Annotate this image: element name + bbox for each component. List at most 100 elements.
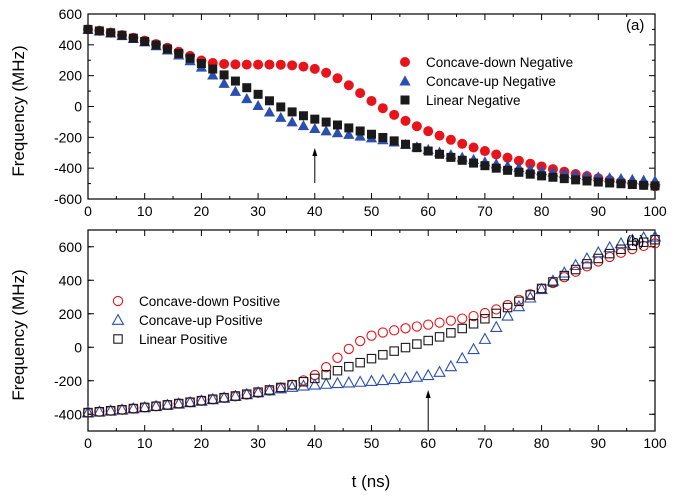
data-point — [535, 282, 548, 295]
data-point — [605, 178, 615, 188]
data-point — [308, 378, 322, 390]
x-tick-label: 100 — [643, 435, 667, 451]
y-tick-label: -600 — [54, 191, 82, 207]
data-point — [274, 381, 288, 394]
data-point — [571, 175, 581, 185]
panel-b-frame — [87, 229, 656, 432]
legend-label: Concave-down Negative — [426, 55, 573, 70]
data-point — [321, 369, 331, 380]
data-point — [355, 357, 365, 368]
data-point — [433, 365, 446, 377]
data-point — [650, 181, 660, 191]
panel-a-plot: 0 10 20 30 40 50 60 70 80 90 100 -600 -400 -200 0 200 40… — [54, 6, 667, 219]
data-point — [263, 383, 276, 396]
data-point — [389, 325, 400, 336]
data-point — [480, 314, 490, 324]
data-point — [548, 172, 558, 182]
data-point — [83, 407, 93, 418]
data-point — [117, 30, 127, 40]
data-point — [457, 155, 467, 165]
data-point — [491, 308, 501, 319]
data-point — [332, 73, 343, 84]
arrow-head — [312, 148, 318, 156]
data-point — [412, 339, 422, 349]
data-point — [514, 296, 524, 307]
data-point — [151, 401, 161, 411]
data-point — [298, 111, 308, 121]
x-tick-label: 0 — [84, 203, 92, 219]
data-point — [196, 395, 207, 406]
data-point — [366, 353, 377, 364]
data-point — [378, 350, 388, 360]
data-point — [593, 177, 603, 187]
data-point — [570, 266, 581, 277]
panel-a: 0 10 20 30 40 50 60 70 80 90 100 -600 -400 -200 0 200 40… — [54, 6, 667, 219]
data-point — [377, 103, 388, 114]
data-point — [365, 374, 378, 386]
data-point — [604, 248, 615, 259]
data-point — [423, 335, 433, 346]
y-tick-label: -200 — [54, 373, 82, 389]
data-point — [525, 290, 536, 300]
data-point — [106, 28, 116, 38]
legend-marker — [111, 313, 125, 325]
data-point — [83, 24, 93, 34]
panel-a-x-ticks: 0 10 20 30 40 50 60 70 80 90 100 — [84, 14, 667, 219]
y-tick-label: -200 — [54, 129, 82, 145]
data-point — [423, 126, 434, 137]
x-tick-label: 100 — [643, 203, 667, 219]
data-point — [253, 89, 263, 99]
panel-a-y-axis-label: Frequency (MHz) — [9, 45, 28, 176]
x-tick-label: 60 — [420, 203, 436, 219]
data-point — [264, 59, 275, 70]
data-point — [479, 146, 490, 157]
data-point — [208, 64, 218, 74]
legend-label: Linear Positive — [139, 332, 228, 347]
data-point — [263, 106, 276, 117]
x-tick-label: 90 — [591, 203, 607, 219]
data-point — [366, 95, 377, 106]
data-point — [434, 332, 445, 342]
data-point — [264, 96, 274, 106]
data-point — [321, 117, 331, 127]
data-point — [253, 387, 263, 397]
data-point — [287, 60, 298, 71]
data-point — [332, 365, 343, 376]
data-point — [489, 320, 503, 333]
data-point — [275, 59, 286, 70]
data-point — [479, 307, 491, 319]
data-point — [275, 111, 287, 122]
legend-marker — [112, 295, 124, 307]
data-point — [331, 376, 344, 389]
data-point — [287, 107, 297, 117]
x-tick-label: 40 — [307, 435, 323, 451]
data-point — [276, 382, 286, 393]
data-point — [276, 102, 286, 112]
x-axis-label: t (ns) — [352, 472, 391, 491]
data-point — [637, 231, 650, 243]
data-point — [446, 152, 456, 162]
y-tick-label: 600 — [59, 239, 83, 255]
data-point — [94, 26, 104, 36]
data-point — [569, 258, 582, 271]
data-point — [253, 59, 264, 70]
y-tick-label: 600 — [59, 6, 83, 22]
data-point — [445, 315, 457, 326]
data-point — [491, 149, 502, 160]
data-point — [638, 237, 649, 247]
data-point — [310, 114, 320, 124]
data-point — [434, 130, 445, 141]
data-point — [546, 274, 560, 286]
data-point — [570, 264, 581, 275]
data-point — [457, 313, 468, 324]
panel-b-legend: Concave-down Positive Concave-up Positive… — [111, 294, 280, 347]
y-tick-label: -400 — [54, 160, 82, 176]
x-tick-label: 70 — [477, 203, 493, 219]
data-point — [151, 40, 161, 50]
data-point — [514, 167, 524, 177]
data-point — [536, 283, 547, 294]
panel-a-arrow — [312, 148, 318, 183]
y-tick-label: 0 — [74, 339, 82, 355]
data-point — [478, 332, 492, 344]
arrow-head — [425, 390, 431, 398]
